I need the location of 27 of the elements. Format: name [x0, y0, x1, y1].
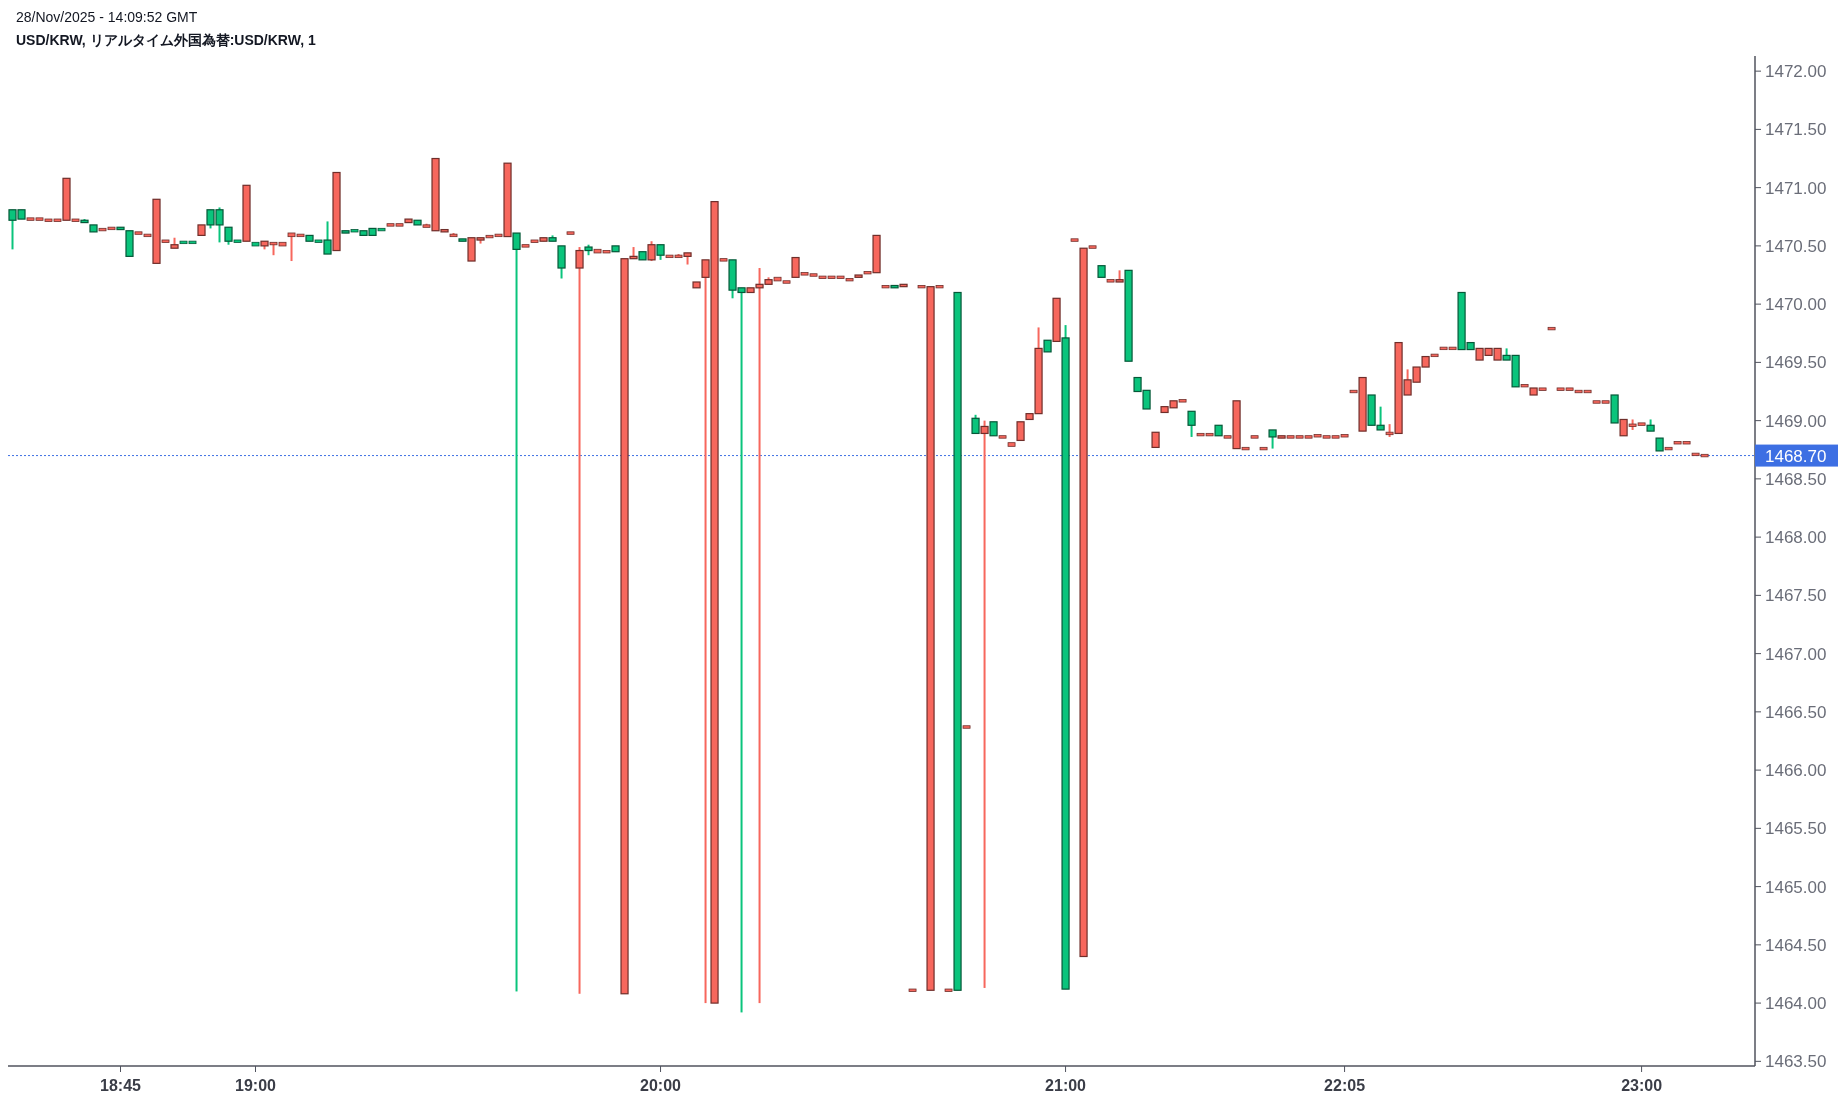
- y-tick-label: 1468.50: [1765, 469, 1827, 489]
- annotation: 28/Nov/2025 - 14:09:52 GMT: [16, 9, 198, 25]
- x-tick-label: 19:00: [235, 1077, 277, 1094]
- y-tick-label: 1467.50: [1765, 586, 1827, 606]
- x-tick-label: 18:45: [100, 1077, 142, 1094]
- y-tick-label: 1466.00: [1765, 761, 1827, 781]
- y-tick-label: 1465.00: [1765, 877, 1827, 897]
- y-tick-label: 1472.00: [1765, 62, 1827, 82]
- title: USD/KRW, リアルタイム外国為替:USD/KRW, 1: [16, 32, 316, 48]
- y-tick-label: 1467.00: [1765, 644, 1827, 664]
- y-tick-label: 1463.50: [1765, 1052, 1827, 1072]
- y-tick-label: 1470.00: [1765, 295, 1827, 315]
- y-tick-label: 1469.50: [1765, 353, 1827, 373]
- y-tick-label: 1464.50: [1765, 935, 1827, 955]
- y-tick-label: 1471.50: [1765, 120, 1827, 140]
- y-tick-label: 1470.50: [1765, 236, 1827, 256]
- y-tick-label: 1468.00: [1765, 528, 1827, 548]
- y-tick-label: 1471.00: [1765, 178, 1827, 198]
- y-tick-label: 1466.50: [1765, 702, 1827, 722]
- x-tick-label: 22:05: [1324, 1077, 1366, 1094]
- y-tick-label: 1469.00: [1765, 411, 1827, 431]
- ref-line-label: 1468.70: [1765, 446, 1827, 466]
- x-tick-label: 20:00: [640, 1077, 682, 1094]
- x-tick-label: 23:00: [1621, 1077, 1663, 1094]
- y-tick-label: 1464.00: [1765, 994, 1827, 1014]
- x-tick-label: 21:00: [1045, 1077, 1087, 1094]
- y-tick-label: 1465.50: [1765, 819, 1827, 839]
